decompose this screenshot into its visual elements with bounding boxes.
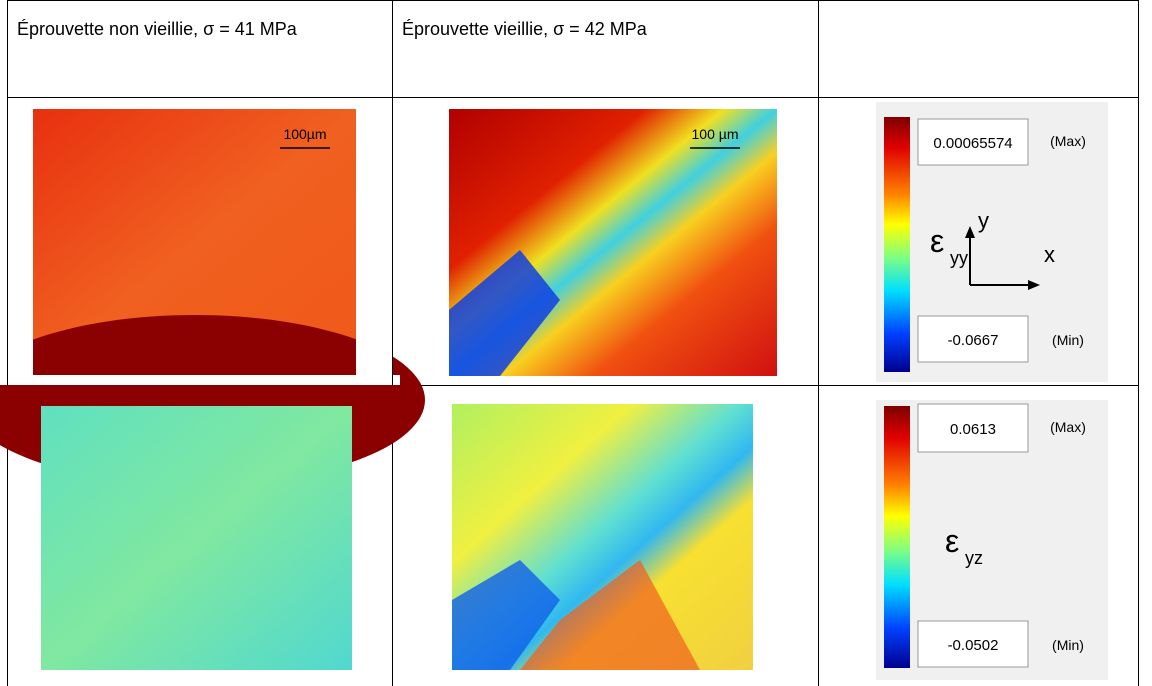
strain-subscript: yy xyxy=(950,248,968,268)
max-value: 0.00065574 xyxy=(933,135,1012,152)
scale-bar-label: 100µm xyxy=(283,126,326,142)
max-label: (Max) xyxy=(1050,133,1086,149)
colorbar xyxy=(884,117,910,372)
colorbar xyxy=(884,406,910,668)
strain-symbol: ε xyxy=(945,523,959,559)
max-value: 0.0613 xyxy=(950,421,996,438)
header-cell: Éprouvette vieillie, σ = 42 MPa xyxy=(402,19,647,39)
axis-label: x xyxy=(1044,242,1055,267)
strain-symbol: ε xyxy=(930,223,944,259)
min-label: (Min) xyxy=(1052,332,1084,348)
strain-map xyxy=(41,406,352,670)
max-label: (Max) xyxy=(1050,419,1086,435)
min-value: -0.0667 xyxy=(948,332,999,349)
header-cell: Éprouvette non vieillie, σ = 41 MPa xyxy=(17,19,297,39)
strain-subscript: yz xyxy=(965,548,983,568)
axis-label: y xyxy=(978,208,989,233)
scale-bar-label: 100 µm xyxy=(692,126,739,142)
min-value: -0.0502 xyxy=(948,637,999,654)
min-label: (Min) xyxy=(1052,637,1084,653)
